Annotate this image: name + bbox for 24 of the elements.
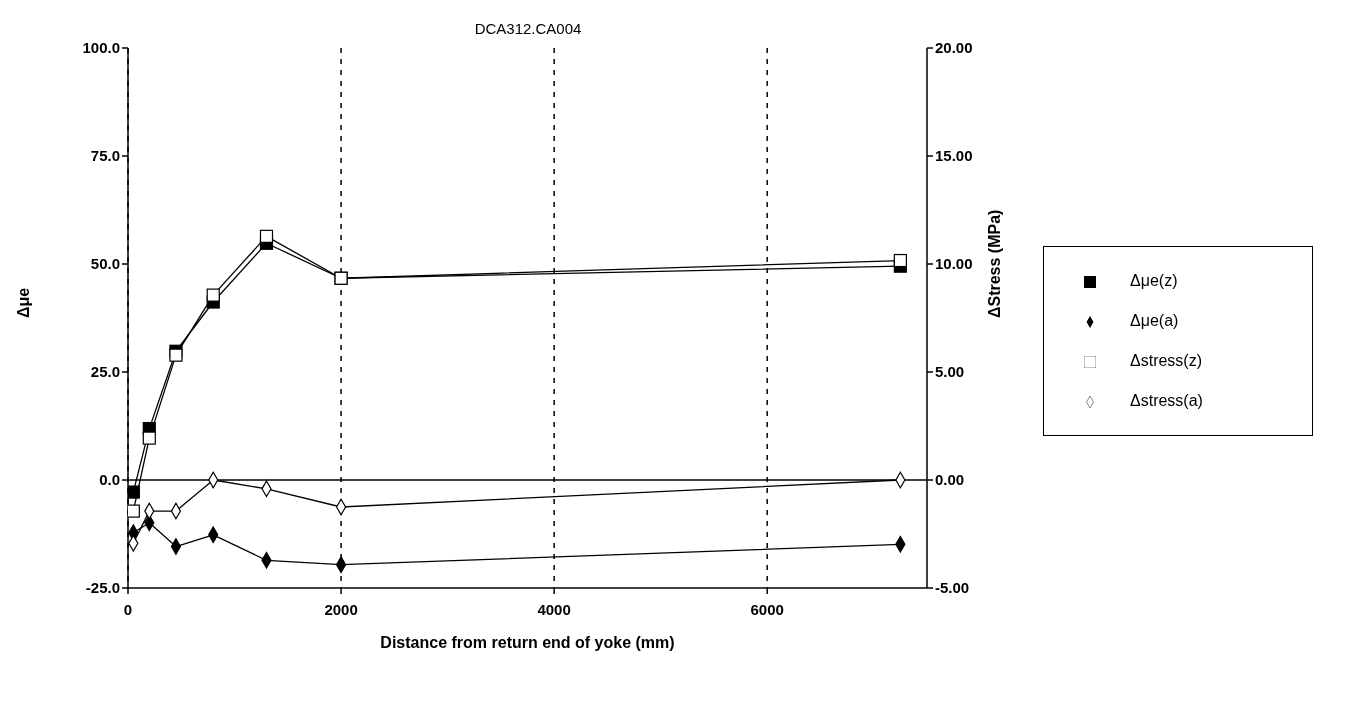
y-tick-label: 0.0 <box>99 471 120 489</box>
chart-title: DCA312.CA004 <box>473 20 583 37</box>
x-tick-label: 4000 <box>537 600 571 618</box>
x-tick-label: 6000 <box>750 600 784 618</box>
y2-tick-label: 5.00 <box>935 363 965 381</box>
x-tick-label: 2000 <box>324 600 358 618</box>
y2-axis-title: ΔStress (MPa) <box>985 209 1003 318</box>
x-tick-label: 0 <box>123 600 133 618</box>
y-tick-label: 50.0 <box>90 255 120 273</box>
legend-label: Δstress(a) <box>1130 392 1203 409</box>
y-tick-label: 100.0 <box>82 39 120 57</box>
y-tick-label: 25.0 <box>90 363 120 381</box>
y2-tick-label: 20.00 <box>935 39 973 57</box>
y2-tick-label: 0.00 <box>935 471 965 489</box>
y2-tick-label: -5.00 <box>935 579 970 597</box>
x-axis-title: Distance from return end of yoke (mm) <box>380 634 675 651</box>
y2-tick-label: 10.00 <box>935 255 973 273</box>
y2-tick-label: 15.00 <box>935 147 973 165</box>
legend-label: Δμe(a) <box>1130 312 1179 329</box>
y-tick-label: 75.0 <box>90 147 120 165</box>
y-tick-label: -25.0 <box>85 579 120 597</box>
legend-label: Δstress(z) <box>1130 352 1203 369</box>
y-axis-title: Δμe <box>14 287 32 318</box>
legend-label: Δμe(z) <box>1130 272 1178 289</box>
